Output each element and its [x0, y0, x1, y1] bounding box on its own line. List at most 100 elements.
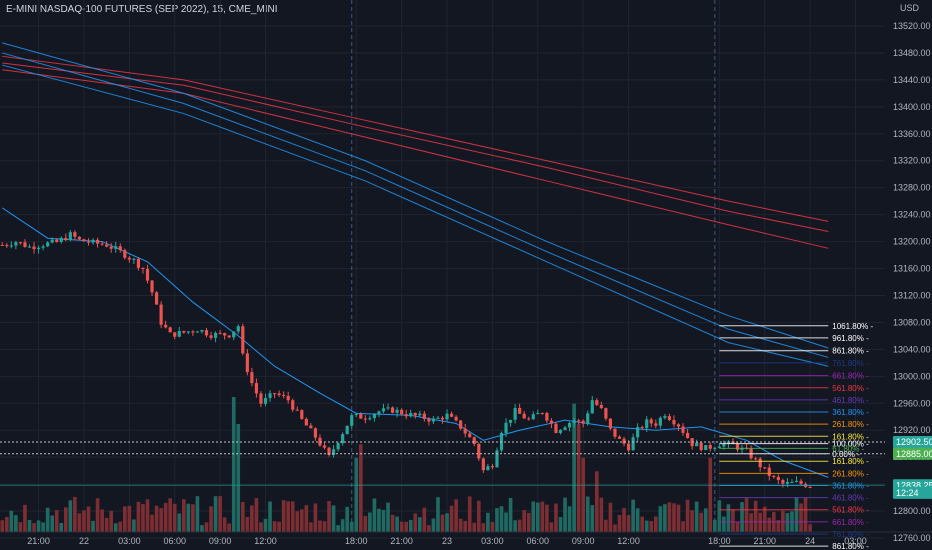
candle-body: [735, 443, 740, 450]
volume-bar: [200, 525, 204, 532]
candle-body: [300, 410, 304, 419]
volume-bar: [581, 457, 586, 532]
volume-bar: [685, 499, 690, 532]
candle-body: [304, 418, 308, 426]
candle-body: [327, 447, 331, 455]
volume-bar: [431, 518, 436, 532]
candle-body: [286, 395, 290, 401]
candle-body: [409, 412, 413, 417]
y-tick-label: 13320.00: [893, 156, 931, 166]
volume-bar: [635, 508, 640, 532]
volume-bar: [77, 513, 82, 532]
volume-bar: [254, 497, 259, 532]
volume-bar: [4, 517, 9, 532]
volume-bar: [354, 457, 359, 532]
volume-bar: [386, 502, 390, 532]
volume-bar: [73, 496, 77, 532]
candle-body: [490, 466, 495, 468]
candle-body: [259, 393, 263, 404]
volume-bar: [309, 522, 313, 532]
candle-body: [536, 413, 540, 415]
x-tick-label: 09:00: [572, 536, 595, 546]
volume-bar: [631, 499, 635, 532]
candle-body: [567, 423, 572, 428]
candle-body: [794, 480, 799, 482]
volume-bar: [23, 504, 27, 532]
volume-bar: [231, 397, 236, 532]
candle-body: [504, 422, 508, 433]
candle-body: [599, 404, 603, 409]
candle-body: [50, 239, 54, 243]
volume-bar: [717, 500, 722, 532]
candle-body: [272, 393, 277, 395]
candle-body: [173, 332, 177, 337]
candle-body: [513, 408, 517, 420]
candle-body: [14, 242, 18, 246]
candle-body: [390, 407, 395, 413]
fib-levels: 1061.80% - 961.80% - 861.80% - 761.80% - 661…: [719, 322, 874, 550]
volume-bar: [726, 504, 731, 532]
candle-body: [377, 411, 381, 415]
candle-body: [704, 445, 708, 451]
y-tick-label: 13120.00: [893, 290, 931, 300]
fib-level-label: 561.80% -: [832, 384, 869, 393]
fib-level-label: 161.80% -: [832, 457, 869, 466]
grid: [0, 0, 885, 539]
volume-bar: [318, 520, 322, 532]
volume-bar: [286, 501, 291, 532]
volume-bar: [617, 515, 622, 532]
volume-bar: [522, 510, 527, 532]
fib-level-label: 961.80% -: [832, 334, 869, 343]
candle-body: [604, 408, 608, 419]
price-badge: [893, 436, 932, 448]
candle-body: [168, 327, 172, 333]
candle-body: [109, 246, 113, 249]
candle-body: [508, 419, 513, 423]
volume-bar: [0, 520, 5, 532]
volume-bar: [486, 512, 490, 532]
candle-body: [772, 475, 776, 477]
fib-level-label: 661.80% -: [832, 518, 869, 527]
y-tick-label: 12760.00: [893, 533, 931, 543]
candle-body: [282, 395, 286, 397]
volume-bar: [136, 501, 141, 532]
volume-bar: [63, 507, 68, 532]
candle-body: [213, 332, 218, 338]
volume-bar: [799, 503, 803, 532]
candle-body: [758, 458, 762, 468]
ma-line: [2, 62, 829, 232]
fib-level-label: 861.80% -: [832, 542, 869, 550]
candle-body: [336, 443, 340, 450]
y-tick-label: 13000.00: [893, 371, 931, 381]
candle-body: [522, 413, 526, 419]
volume-bar: [118, 521, 123, 532]
candle-body: [404, 414, 408, 417]
currency-label: USD: [900, 3, 920, 13]
candle-body: [295, 409, 299, 411]
candle-body: [518, 408, 522, 414]
candle-body: [55, 239, 59, 242]
volume-bar: [313, 503, 318, 532]
candle-body: [590, 400, 594, 414]
candle-body: [545, 413, 549, 421]
volume-bar: [381, 509, 386, 532]
volume-bar: [281, 500, 286, 532]
y-tick-label: 13480.00: [893, 48, 931, 58]
candle-body: [649, 419, 653, 424]
volume-bar: [59, 522, 64, 532]
volume-bar: [445, 513, 449, 532]
candle-body: [427, 418, 431, 422]
volume-bar: [245, 516, 250, 532]
volume-bar: [653, 516, 658, 532]
volume-bar: [499, 506, 504, 532]
candle-body: [5, 245, 9, 247]
candle-body: [785, 481, 790, 484]
volume-bar: [368, 512, 372, 532]
candle-body: [46, 242, 50, 247]
volume-bar: [377, 508, 381, 532]
candle-body: [154, 292, 159, 305]
candle-body: [309, 425, 313, 429]
fib-level-label: 761.80% -: [832, 530, 869, 539]
candle-body: [654, 423, 658, 426]
